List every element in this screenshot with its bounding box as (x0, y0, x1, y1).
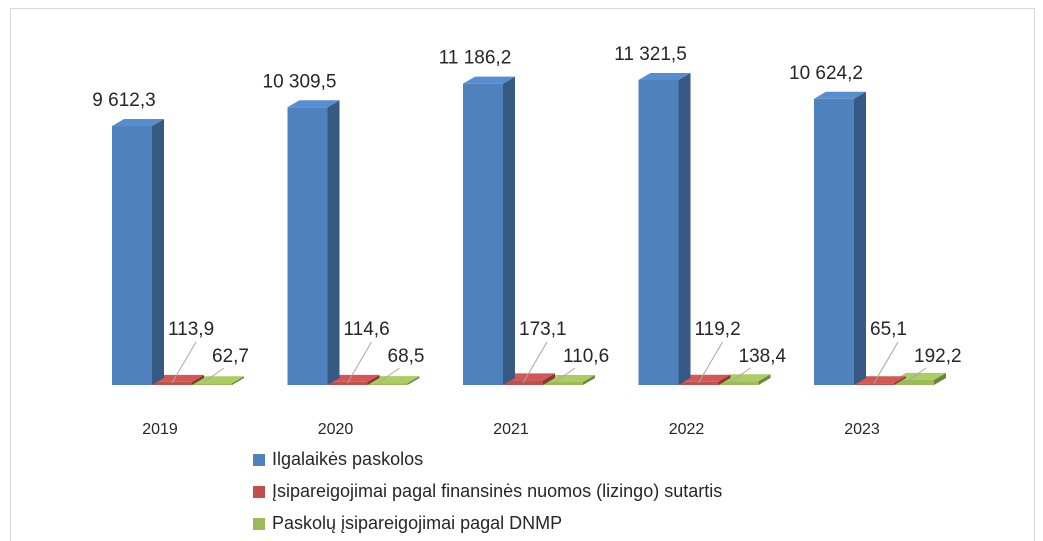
data-label: 10 309,5 (263, 71, 337, 92)
bar-side (583, 375, 595, 385)
bar-top (814, 91, 866, 99)
leader-line (905, 367, 927, 383)
data-label: 114,6 (344, 319, 390, 340)
bar-top (503, 373, 555, 381)
data-label: 10 624,2 (789, 63, 863, 84)
data-label: 9 612,3 (92, 90, 155, 111)
bar-side (894, 376, 906, 385)
bar-side (718, 374, 731, 385)
legend-label: Paskolų įsipareigojimai pagal DNMP (272, 513, 562, 533)
bar-top (287, 100, 340, 108)
bar-side (152, 119, 164, 386)
x-tick-label: 2019 (142, 421, 178, 438)
data-label: 62,7 (212, 346, 249, 367)
bar (367, 383, 408, 385)
bar (192, 383, 232, 385)
x-tick-label: 2022 (669, 421, 705, 438)
leader-line (698, 341, 723, 384)
legend-swatch (253, 518, 265, 530)
bar (287, 107, 328, 385)
bar-side (407, 376, 420, 385)
data-label: 11 321,5 (614, 44, 687, 65)
leader-line (379, 367, 400, 383)
x-tick-label: 2021 (493, 421, 529, 438)
bar-side (503, 76, 515, 386)
bar-side (367, 374, 380, 385)
bar-top (894, 372, 946, 380)
legend-swatch (253, 454, 265, 466)
bar (327, 381, 368, 385)
bar-top (112, 119, 164, 127)
legend-swatch (253, 486, 265, 498)
data-label: 138,4 (739, 346, 787, 367)
data-label: 113,9 (168, 319, 214, 340)
bar (854, 383, 894, 385)
bar (152, 381, 192, 385)
legend-label: Ilgalaikės paskolos (272, 449, 423, 469)
bar-top (543, 375, 595, 383)
bar-top (463, 76, 515, 84)
bar (543, 382, 583, 385)
leader-line (171, 341, 197, 384)
leader-line (522, 341, 548, 384)
data-label: 65,1 (870, 319, 907, 340)
data-label: 11 186,2 (439, 48, 512, 69)
bar (814, 98, 854, 385)
bar-side (327, 100, 340, 385)
bar-side (192, 374, 204, 385)
bar-side (678, 73, 691, 385)
data-label: 173,1 (519, 319, 567, 340)
leader-line (347, 341, 372, 384)
data-label: 110,6 (563, 346, 609, 367)
bar (894, 379, 934, 385)
bar-top (678, 374, 731, 382)
leader-line (203, 367, 225, 383)
bar-top (152, 374, 204, 382)
bar-side (758, 374, 771, 385)
bar (112, 126, 152, 386)
bar-side (232, 376, 244, 385)
bar-side (543, 373, 555, 385)
bar-top (718, 374, 771, 382)
data-label: 68,5 (388, 346, 425, 367)
x-tick-label: 2020 (318, 421, 354, 438)
bar-top (327, 374, 380, 382)
data-label: 119,2 (695, 319, 741, 340)
bar (463, 83, 503, 386)
leader-line (873, 341, 899, 384)
x-tick-label: 2023 (844, 421, 880, 438)
data-label: 192,2 (914, 346, 962, 367)
leader-line (730, 367, 751, 383)
legend-label: Įsipareigojimai pagal finansinės nuomos … (272, 481, 722, 501)
bar-side (934, 372, 946, 385)
bar-top (638, 73, 691, 80)
bar (678, 381, 719, 385)
leader-line (554, 367, 576, 383)
chart-frame (10, 8, 1035, 541)
bar (718, 381, 759, 385)
bar-side (854, 91, 866, 385)
bar (638, 80, 679, 385)
bar-top (854, 376, 906, 384)
